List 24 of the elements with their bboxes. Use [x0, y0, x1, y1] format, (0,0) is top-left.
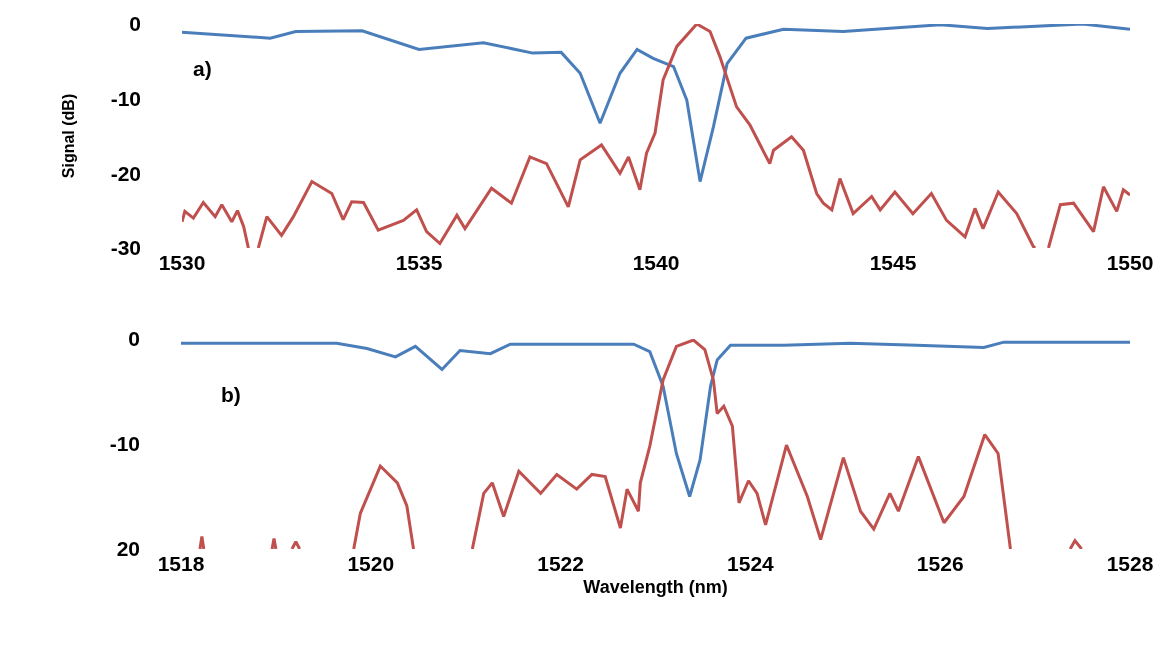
y-tick-label: 0 [128, 327, 140, 351]
line-series [181, 340, 1130, 498]
y-tick-label: -10 [110, 87, 141, 111]
x-tick-label: 1545 [869, 251, 917, 274]
annotation: a) [193, 57, 212, 80]
x-tick-label: 1524 [727, 552, 775, 575]
annotation: b) [221, 383, 241, 406]
x-tick-label: 1530 [158, 251, 206, 274]
y-axis-title: Signal (dB) [59, 93, 77, 179]
x-tick-label: 1540 [632, 251, 680, 274]
y-tick-label: 20 [116, 537, 140, 561]
x-tick-label: 1550 [1106, 251, 1154, 274]
y-tick-label: 0 [129, 12, 141, 36]
x-tick-label: 1526 [916, 552, 964, 575]
x-axis-title: Wavelength (nm) [583, 577, 728, 598]
y-tick-label: -30 [110, 236, 141, 260]
line-series [182, 24, 1130, 184]
y-tick-label: -20 [110, 161, 141, 185]
y-tick-label: -10 [109, 432, 140, 456]
x-tick-label: 1528 [1106, 552, 1154, 575]
x-tick-label: 1522 [537, 552, 584, 575]
x-tick-label: 1518 [157, 552, 205, 575]
x-tick-label: 1520 [347, 552, 395, 575]
x-tick-label: 1535 [395, 251, 443, 274]
